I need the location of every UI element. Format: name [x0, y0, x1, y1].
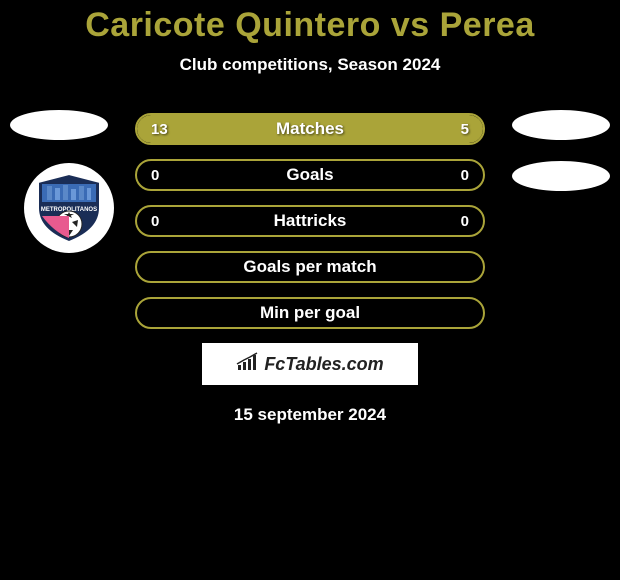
stat-row: Goals per match: [135, 251, 485, 283]
left-team-ellipse: [10, 110, 108, 140]
stat-label: Goals per match: [137, 257, 483, 277]
stat-row: 00Goals: [135, 159, 485, 191]
page-title: Caricote Quintero vs Perea: [0, 0, 620, 45]
chart-growth-icon: [236, 352, 258, 377]
stat-bars: 135Matches 00Goals 00Hattricks Goals per ma…: [135, 113, 485, 329]
stat-row: 135Matches: [135, 113, 485, 145]
stat-row: 00Hattricks: [135, 205, 485, 237]
stat-label: Goals: [137, 165, 483, 185]
stat-label: Matches: [137, 119, 483, 139]
stat-row: Min per goal: [135, 297, 485, 329]
stat-label: Hattricks: [137, 211, 483, 231]
shield-icon: METROPOLITANOS: [34, 172, 104, 244]
left-team-badge: METROPOLITANOS: [24, 163, 114, 253]
right-team-ellipse-2: [512, 161, 610, 191]
right-team-ellipse-1: [512, 110, 610, 140]
brand-text: FcTables.com: [264, 354, 383, 375]
stat-label: Min per goal: [137, 303, 483, 323]
date-text: 15 september 2024: [0, 405, 620, 425]
page-subtitle: Club competitions, Season 2024: [0, 55, 620, 75]
comparison-content: METROPOLITANOS 135Matches 00Goals 00Hattri…: [0, 113, 620, 425]
brand-box: FcTables.com: [202, 343, 418, 385]
